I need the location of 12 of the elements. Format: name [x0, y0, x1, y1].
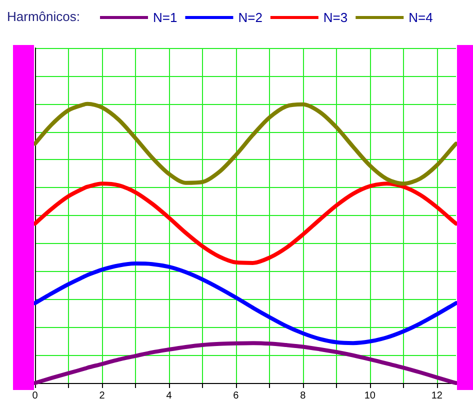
legend-label: N=1 — [153, 10, 178, 25]
x-tick-label: 0 — [32, 390, 38, 402]
legend-label: N=4 — [408, 10, 433, 25]
x-tick-label: 4 — [166, 390, 172, 402]
legend-label: N=3 — [323, 10, 348, 25]
legend-label: N=2 — [238, 10, 262, 25]
x-tick-label: 2 — [99, 390, 106, 402]
x-tick-label: 8 — [300, 390, 306, 402]
x-tick-label: 10 — [364, 390, 376, 402]
x-tick-label: 6 — [233, 390, 240, 402]
x-tick-label: 12 — [431, 390, 443, 402]
legend-title: Harmônicos: — [7, 9, 80, 24]
